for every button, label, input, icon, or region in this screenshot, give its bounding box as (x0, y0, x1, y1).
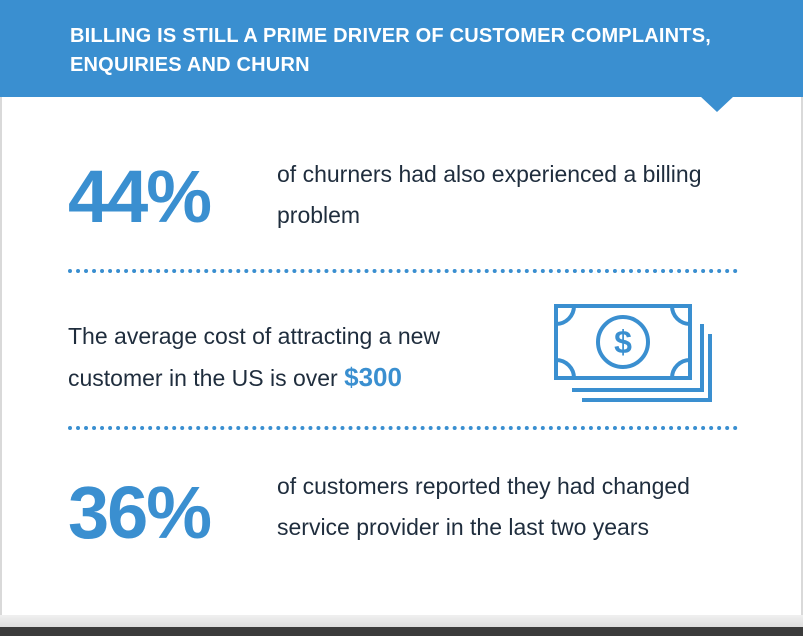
header-title: BILLING IS STILL A PRIME DRIVER OF CUSTO… (70, 25, 712, 76)
frame-edge-left (0, 0, 2, 636)
dollar-bills-icon: $ (554, 304, 712, 402)
header-banner: BILLING IS STILL A PRIME DRIVER OF CUSTO… (0, 0, 803, 97)
svg-text:$: $ (614, 324, 632, 360)
bottom-edge (0, 627, 803, 636)
cost-statement-text: The average cost of attracting a new cus… (68, 323, 441, 391)
stat-44-percent: 44% (68, 155, 212, 238)
cost-highlight: $300 (344, 362, 402, 392)
stat-44-description: of churners had also experienced a billi… (277, 161, 702, 228)
stat-36-percent: 36% (68, 471, 212, 554)
header-pointer (700, 96, 734, 112)
dotted-divider-top (68, 269, 738, 273)
dotted-divider-bottom (68, 426, 738, 430)
frame-edge-right (801, 0, 803, 636)
stat-36-description: of customers reported they had changed s… (277, 473, 690, 540)
cost-statement: The average cost of attracting a new cus… (68, 316, 488, 399)
